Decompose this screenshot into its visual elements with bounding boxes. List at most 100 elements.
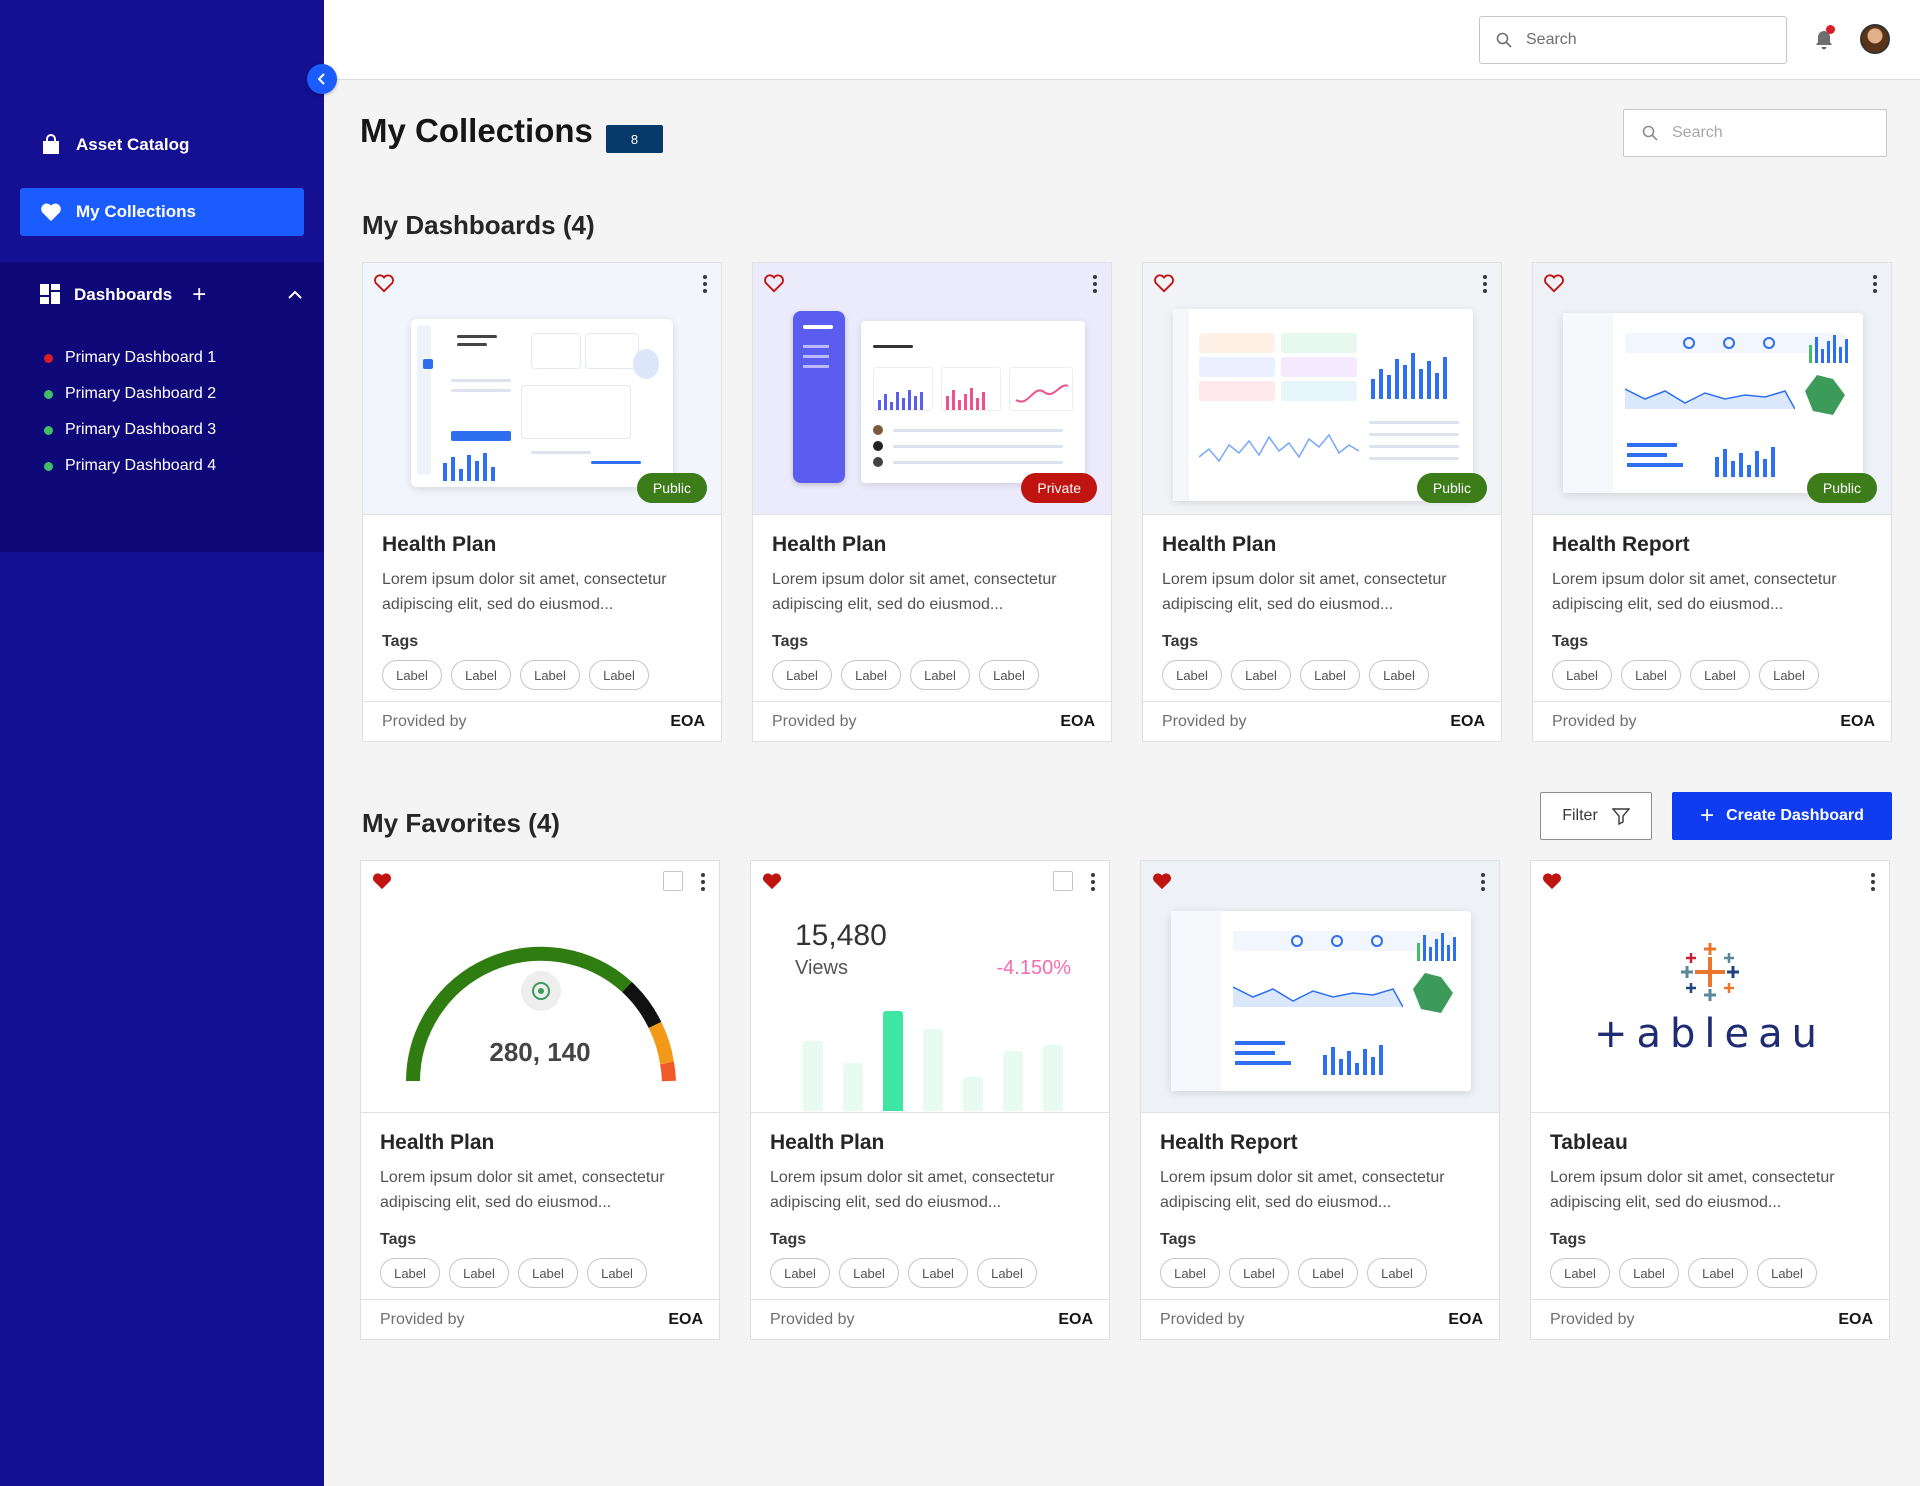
tag-chip[interactable]: Label bbox=[449, 1258, 509, 1288]
card-description: Lorem ipsum dolor sit amet, consectetur … bbox=[1550, 1169, 1835, 1211]
tag-chip[interactable]: Label bbox=[910, 660, 970, 690]
overflow-menu-icon[interactable] bbox=[1089, 873, 1097, 891]
favorite-card[interactable]: 280, 140 Health Plan Lorem ipsum dolor s… bbox=[360, 860, 720, 1340]
favorite-heart-icon[interactable] bbox=[761, 871, 783, 896]
tag-chip[interactable]: Label bbox=[1552, 660, 1612, 690]
favorite-heart-icon[interactable] bbox=[763, 273, 785, 298]
tag-chip[interactable]: Label bbox=[1231, 660, 1291, 690]
provided-by-label: Provided by bbox=[1162, 712, 1247, 730]
favorite-heart-icon[interactable] bbox=[1541, 871, 1563, 896]
dashboard-item-label: Primary Dashboard 1 bbox=[65, 349, 217, 366]
tag-chip[interactable]: Label bbox=[589, 660, 649, 690]
tag-chip[interactable]: Label bbox=[451, 660, 511, 690]
dashboard-list-item[interactable]: Primary Dashboard 1 bbox=[44, 340, 216, 376]
favorite-card[interactable]: +ableau Tableau Lorem ipsum dolor sit am… bbox=[1530, 860, 1890, 1340]
provided-by-label: Provided by bbox=[380, 1310, 465, 1328]
dashboard-list-item[interactable]: Primary Dashboard 4 bbox=[44, 448, 216, 484]
tag-chip[interactable]: Label bbox=[841, 660, 901, 690]
tag-chip[interactable]: Label bbox=[1550, 1258, 1610, 1288]
tag-chip[interactable]: Label bbox=[1619, 1258, 1679, 1288]
card-thumbnail bbox=[1141, 861, 1499, 1113]
add-dashboard-icon[interactable]: + bbox=[192, 281, 207, 308]
tag-chip[interactable]: Label bbox=[1160, 1258, 1220, 1288]
tag-chip[interactable]: Label bbox=[1759, 660, 1819, 690]
tag-chip[interactable]: Label bbox=[1162, 660, 1222, 690]
bell-icon[interactable] bbox=[1812, 28, 1836, 52]
select-checkbox[interactable] bbox=[663, 871, 683, 891]
card-tags-heading: Tags bbox=[380, 1231, 417, 1248]
nav-my-collections[interactable]: My Collections bbox=[20, 188, 304, 236]
views-change: -4.150% bbox=[996, 957, 1072, 979]
tag-chip[interactable]: Label bbox=[977, 1258, 1037, 1288]
dashboard-list-item[interactable]: Primary Dashboard 3 bbox=[44, 412, 216, 448]
tag-chip[interactable]: Label bbox=[1369, 660, 1429, 690]
chevron-up-icon[interactable] bbox=[288, 285, 302, 305]
favorite-card[interactable]: Health Report Lorem ipsum dolor sit amet… bbox=[1140, 860, 1500, 1340]
overflow-menu-icon[interactable] bbox=[1479, 873, 1487, 891]
sidebar-collapse-button[interactable] bbox=[307, 64, 337, 94]
overflow-menu-icon[interactable] bbox=[1871, 275, 1879, 293]
tag-chip[interactable]: Label bbox=[979, 660, 1039, 690]
tag-chip[interactable]: Label bbox=[1367, 1258, 1427, 1288]
create-dashboard-button[interactable]: + Create Dashboard bbox=[1672, 792, 1892, 840]
tag-chip[interactable]: Label bbox=[1298, 1258, 1358, 1288]
tag-chip[interactable]: Label bbox=[772, 660, 832, 690]
dashboard-card[interactable]: Public Health Plan Lorem ipsum dolor sit… bbox=[1142, 262, 1502, 742]
card-title: Health Report bbox=[1160, 1131, 1298, 1154]
provider-name: EOA bbox=[1060, 712, 1095, 730]
status-dot bbox=[44, 461, 53, 471]
provider-name: EOA bbox=[668, 1310, 703, 1328]
overflow-menu-icon[interactable] bbox=[699, 873, 707, 891]
tag-chip[interactable]: Label bbox=[1229, 1258, 1289, 1288]
create-dashboard-label: Create Dashboard bbox=[1726, 807, 1864, 824]
tag-chip[interactable]: Label bbox=[518, 1258, 578, 1288]
favorite-card[interactable]: 15,480 Views -4.150% Health Plan Lorem i… bbox=[750, 860, 1110, 1340]
tag-chip[interactable]: Label bbox=[1621, 660, 1681, 690]
collection-search-input[interactable]: Search bbox=[1623, 109, 1887, 157]
dashboard-list-item[interactable]: Primary Dashboard 2 bbox=[44, 376, 216, 412]
avatar[interactable] bbox=[1860, 24, 1890, 54]
dashboard-card[interactable]: Public Health Plan Lorem ipsum dolor sit… bbox=[362, 262, 722, 742]
tag-chip[interactable]: Label bbox=[1300, 660, 1360, 690]
dashboards-group-header[interactable]: Dashboards + bbox=[40, 282, 302, 308]
tag-chip[interactable]: Label bbox=[380, 1258, 440, 1288]
tag-chip[interactable]: Label bbox=[1757, 1258, 1817, 1288]
card-title: Health Report bbox=[1552, 533, 1690, 556]
provided-by-label: Provided by bbox=[1550, 1310, 1635, 1328]
filter-button[interactable]: Filter bbox=[1540, 792, 1652, 840]
favorite-heart-icon[interactable] bbox=[1151, 871, 1173, 896]
tag-chip[interactable]: Label bbox=[1688, 1258, 1748, 1288]
overflow-menu-icon[interactable] bbox=[1481, 275, 1489, 293]
tag-chip[interactable]: Label bbox=[382, 660, 442, 690]
select-checkbox[interactable] bbox=[1053, 871, 1073, 891]
tag-chip[interactable]: Label bbox=[520, 660, 580, 690]
overflow-menu-icon[interactable] bbox=[701, 275, 709, 293]
favorite-heart-icon[interactable] bbox=[373, 273, 395, 298]
global-search-input[interactable]: Search bbox=[1479, 16, 1787, 64]
tag-chip[interactable]: Label bbox=[587, 1258, 647, 1288]
search-icon bbox=[1496, 32, 1512, 48]
overflow-menu-icon[interactable] bbox=[1091, 275, 1099, 293]
dashboard-card[interactable]: Private Health Plan Lorem ipsum dolor si… bbox=[752, 262, 1112, 742]
card-tag-list: Label Label Label Label bbox=[382, 660, 649, 690]
tag-chip[interactable]: Label bbox=[1690, 660, 1750, 690]
card-description: Lorem ipsum dolor sit amet, consectetur … bbox=[1552, 571, 1837, 613]
gauge-value: 280, 140 bbox=[489, 1037, 591, 1067]
favorite-heart-icon[interactable] bbox=[1543, 273, 1565, 298]
provider-name: EOA bbox=[1840, 712, 1875, 730]
tag-chip[interactable]: Label bbox=[770, 1258, 830, 1288]
status-dot bbox=[44, 389, 53, 399]
nav-asset-catalog[interactable]: Asset Catalog bbox=[20, 121, 304, 169]
notification-badge bbox=[1826, 25, 1835, 34]
favorite-heart-icon[interactable] bbox=[371, 871, 393, 896]
tag-chip[interactable]: Label bbox=[839, 1258, 899, 1288]
shopping-bag-icon bbox=[40, 134, 62, 156]
dashboard-card[interactable]: Public Health Report Lorem ipsum dolor s… bbox=[1532, 262, 1892, 742]
overflow-menu-icon[interactable] bbox=[1869, 873, 1877, 891]
card-description: Lorem ipsum dolor sit amet, consectetur … bbox=[382, 571, 667, 613]
visibility-badge: Public bbox=[1416, 473, 1487, 503]
tag-chip[interactable]: Label bbox=[908, 1258, 968, 1288]
favorite-heart-icon[interactable] bbox=[1153, 273, 1175, 298]
heart-icon bbox=[40, 201, 62, 223]
nav-asset-catalog-label: Asset Catalog bbox=[76, 135, 190, 154]
